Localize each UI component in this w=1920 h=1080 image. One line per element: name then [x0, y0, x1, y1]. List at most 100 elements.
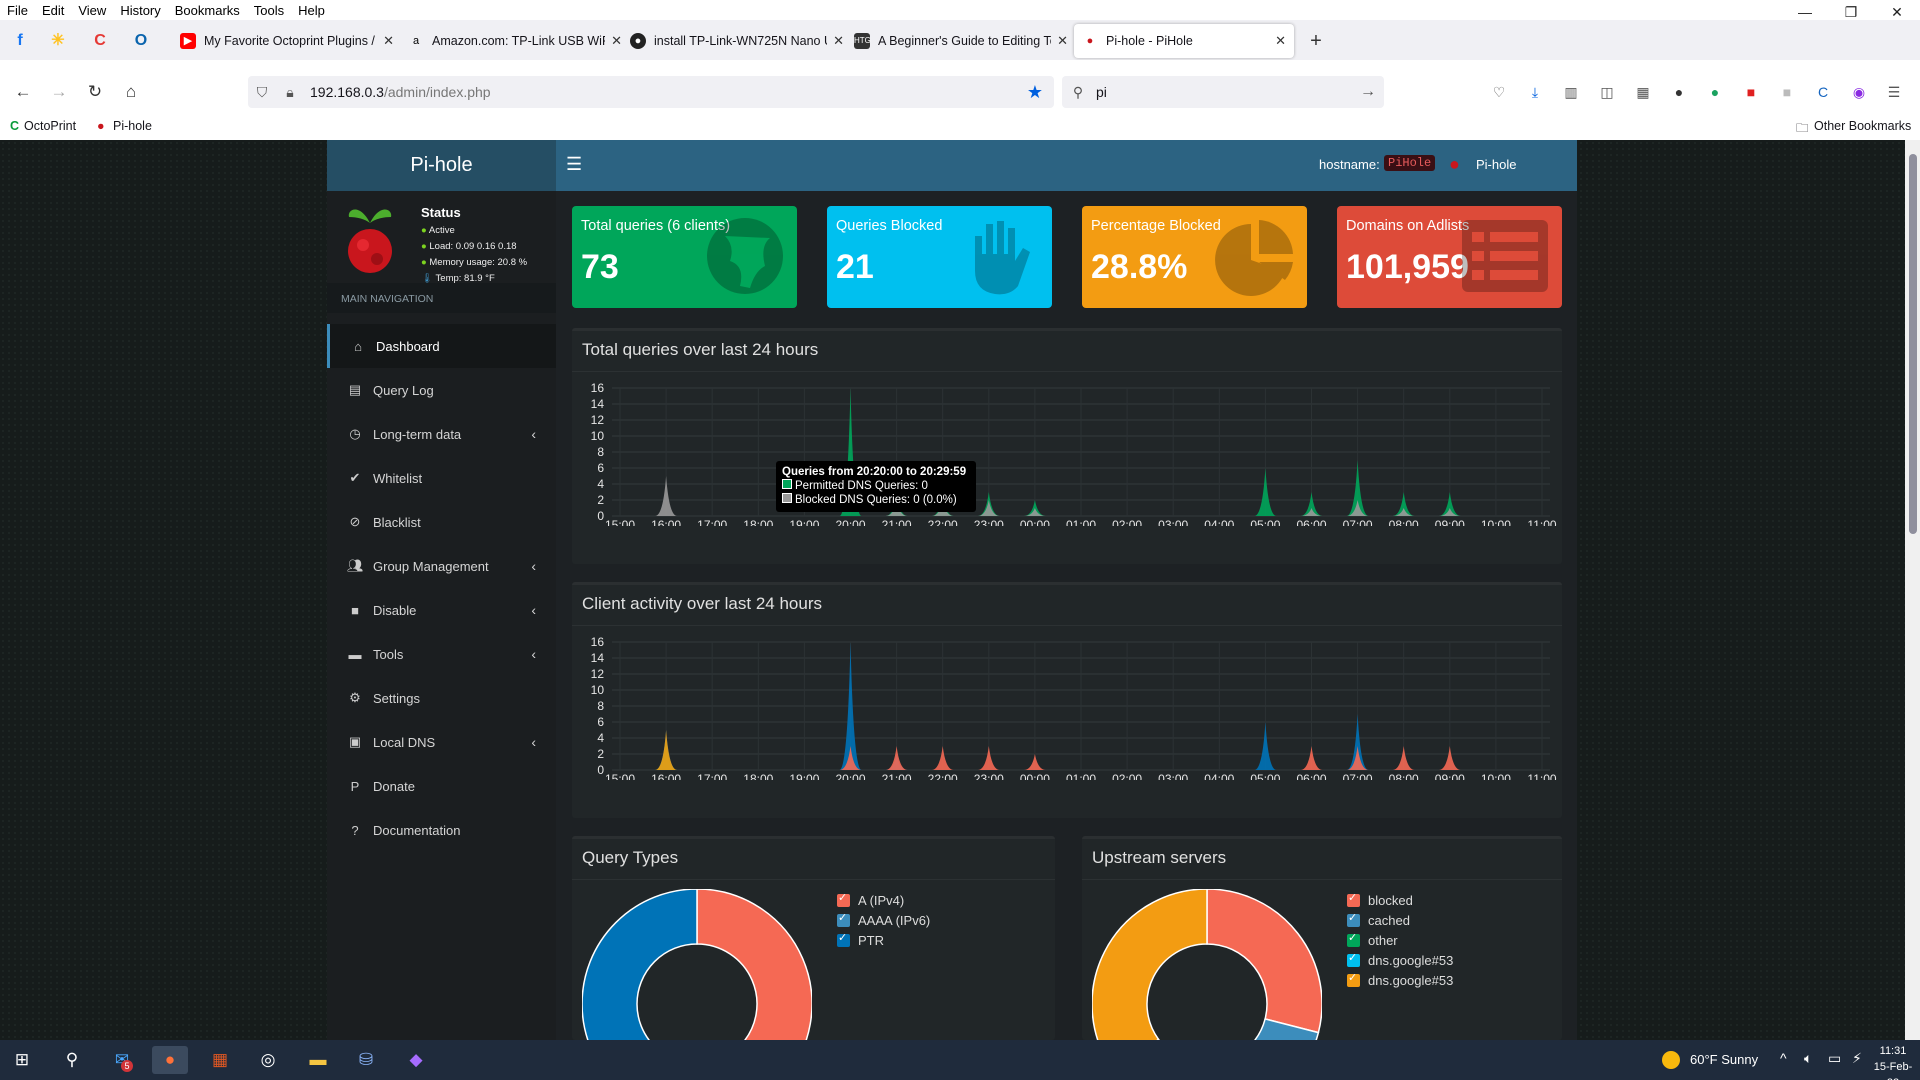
hamburger-menu-icon[interactable]: ☰: [1887, 84, 1901, 100]
nav-local-dns[interactable]: ▣ Local DNS ‹: [348, 734, 536, 750]
bookmark-octoprint[interactable]: OctoPrint: [24, 119, 77, 133]
minimize-button[interactable]: —: [1798, 4, 1812, 20]
tab-pihole[interactable]: ● Pi-hole - PiHole ✕: [1074, 24, 1294, 58]
download-icon[interactable]: ⤓: [1531, 84, 1539, 100]
library-icon[interactable]: ▥: [1564, 84, 1578, 100]
menu-view[interactable]: View: [78, 2, 107, 18]
bookmark-pihole[interactable]: Pi-hole: [113, 119, 152, 133]
close-window-button[interactable]: ✕: [1891, 4, 1903, 20]
extension-t-icon[interactable]: ●: [1674, 84, 1684, 100]
close-tab-icon[interactable]: ✕: [833, 33, 844, 48]
weather-text[interactable]: 60°F Sunny: [1690, 1052, 1759, 1067]
nav-dashboard[interactable]: ⌂ Dashboard: [327, 324, 556, 368]
clock[interactable]: 11:31 15-Feb-22: [1873, 1045, 1913, 1080]
file-explorer-icon[interactable]: ▬: [309, 1050, 327, 1069]
pihole-logo[interactable]: Pi-hole: [327, 140, 556, 191]
menu-bookmarks[interactable]: Bookmarks: [174, 2, 240, 18]
windows-start-icon[interactable]: ⊞: [14, 1050, 30, 1069]
close-tab-icon[interactable]: ✕: [1275, 33, 1286, 48]
extension-c-icon[interactable]: C: [1817, 84, 1829, 100]
legend-checkbox[interactable]: [837, 931, 850, 947]
card-queries-blocked[interactable]: Queries Blocked 21: [827, 206, 1052, 308]
legend-checkbox[interactable]: [1347, 951, 1360, 967]
nav-group-management[interactable]: 👥︎ Group Management ‹: [347, 558, 536, 574]
close-tab-icon[interactable]: ✕: [383, 33, 394, 48]
menu-history[interactable]: History: [120, 2, 161, 18]
network-icon[interactable]: ▭: [1828, 1050, 1842, 1066]
tab-octoprint-plugins[interactable]: ▶ My Favorite Octoprint Plugins / ✕: [172, 24, 402, 58]
menu-file[interactable]: File: [7, 2, 28, 18]
reload-icon[interactable]: ↻: [87, 82, 103, 101]
drop-app-icon[interactable]: ◆: [409, 1050, 423, 1069]
nav-donate[interactable]: P Donate: [327, 764, 556, 808]
pie-slice[interactable]: [696, 889, 812, 1040]
tab-amazon[interactable]: a Amazon.com: TP-Link USB WiFi ✕: [400, 24, 630, 58]
pocket-icon[interactable]: ♡: [1492, 84, 1506, 100]
menu-edit[interactable]: Edit: [41, 2, 65, 18]
nav-whitelist[interactable]: ✔ Whitelist: [327, 456, 556, 500]
legend-item[interactable]: other: [1347, 931, 1398, 948]
client-activity-chart[interactable]: 0 2 4 6 8 10 12 14 16 15:00 16:00 17:00 18:00 19:00 20…: [572, 630, 1562, 780]
legend-checkbox[interactable]: [837, 911, 850, 927]
restore-button[interactable]: ❐: [1844, 4, 1858, 20]
search-input[interactable]: pi: [1062, 76, 1384, 108]
sidebar-toggle-icon[interactable]: ☰: [566, 154, 583, 174]
legend-item[interactable]: AAAA (IPv6): [837, 911, 930, 928]
pie-slice[interactable]: [1092, 889, 1208, 1040]
forward-arrow-icon[interactable]: →: [50, 82, 68, 101]
nav-long-term-data[interactable]: ◷ Long-term data ‹: [327, 412, 556, 456]
nav-settings[interactable]: ⚙ Settings: [327, 676, 556, 720]
battery-icon[interactable]: ⚡︎: [1852, 1050, 1862, 1066]
upstream-servers-pie[interactable]: [1092, 889, 1322, 1040]
legend-item[interactable]: dns.google#53: [1347, 971, 1453, 988]
legend-checkbox[interactable]: [1347, 931, 1360, 947]
outlook-pinned-tab-icon[interactable]: O: [134, 32, 148, 49]
legend-item[interactable]: A (IPv4): [837, 891, 904, 908]
firefox-icon[interactable]: ●: [152, 1046, 188, 1074]
extension-icon[interactable]: ■: [1782, 84, 1792, 100]
legend-checkbox[interactable]: [837, 891, 850, 907]
card-domains-on-adlists[interactable]: Domains on Adlists 101,959: [1337, 206, 1562, 308]
extension-a-icon[interactable]: ●: [1710, 84, 1720, 100]
other-bookmarks[interactable]: Other Bookmarks: [1814, 119, 1912, 133]
nav-documentation[interactable]: ? Documentation: [327, 808, 556, 852]
user-menu[interactable]: Pi-hole: [1476, 157, 1517, 172]
app-icon[interactable]: ▦: [211, 1050, 229, 1069]
pie-slice[interactable]: [582, 889, 698, 1040]
extension-icon[interactable]: ◉: [1852, 84, 1866, 100]
search-go-arrow-icon[interactable]: →: [1360, 83, 1376, 100]
extension-icon[interactable]: ▦: [1636, 84, 1650, 100]
tab-htg[interactable]: HTG A Beginner's Guide to Editing Te ✕: [854, 33, 1068, 49]
walmart-pinned-tab-icon[interactable]: ✳: [51, 32, 65, 49]
home-icon[interactable]: ⌂: [125, 82, 137, 101]
back-arrow-icon[interactable]: ←: [14, 82, 32, 101]
page-scrollbar[interactable]: [1905, 140, 1920, 1040]
lock-icon[interactable]: 🔒︎: [286, 84, 294, 100]
close-tab-icon[interactable]: ✕: [611, 33, 622, 48]
tab-github[interactable]: ● install TP-Link-WN725N Nano U ✕: [622, 24, 852, 58]
nav-disable[interactable]: ■ Disable ‹: [327, 588, 556, 632]
close-tab-icon[interactable]: ✕: [1057, 33, 1068, 48]
new-tab-button[interactable]: +: [1310, 30, 1322, 52]
network-app-icon[interactable]: ⛁: [358, 1050, 374, 1069]
legend-item[interactable]: blocked: [1347, 891, 1413, 908]
menu-tools[interactable]: Tools: [253, 2, 285, 18]
menu-help[interactable]: Help: [298, 2, 325, 18]
pie-slice[interactable]: [1226, 1018, 1320, 1040]
extension-pdf-icon[interactable]: ■: [1746, 84, 1756, 100]
search-icon[interactable]: ⚲: [65, 1050, 79, 1069]
card-total-queries[interactable]: Total queries (6 clients) 73: [572, 206, 797, 308]
legend-checkbox[interactable]: [1347, 911, 1360, 927]
chevron-up-icon[interactable]: ^: [1780, 1050, 1787, 1066]
nav-tools[interactable]: ▬ Tools ‹: [348, 646, 537, 662]
query-types-pie[interactable]: [582, 889, 812, 1040]
card-percentage-blocked[interactable]: Percentage Blocked 28.8%: [1082, 206, 1307, 308]
facebook-pinned-tab-icon[interactable]: f: [17, 32, 23, 49]
pinned-tab-icon[interactable]: C: [94, 32, 106, 49]
legend-checkbox[interactable]: [1347, 971, 1360, 987]
shield-icon[interactable]: ⛉: [256, 84, 268, 100]
sidebar-icon[interactable]: ◫: [1600, 84, 1614, 100]
nav-query-log[interactable]: ▤ Query Log: [348, 382, 434, 398]
total-queries-chart[interactable]: 0 2 4 6 8 10 12 14 16 15:00 16:00 17:00 18:00 19:00 20…: [572, 376, 1562, 526]
legend-checkbox[interactable]: [1347, 891, 1360, 907]
